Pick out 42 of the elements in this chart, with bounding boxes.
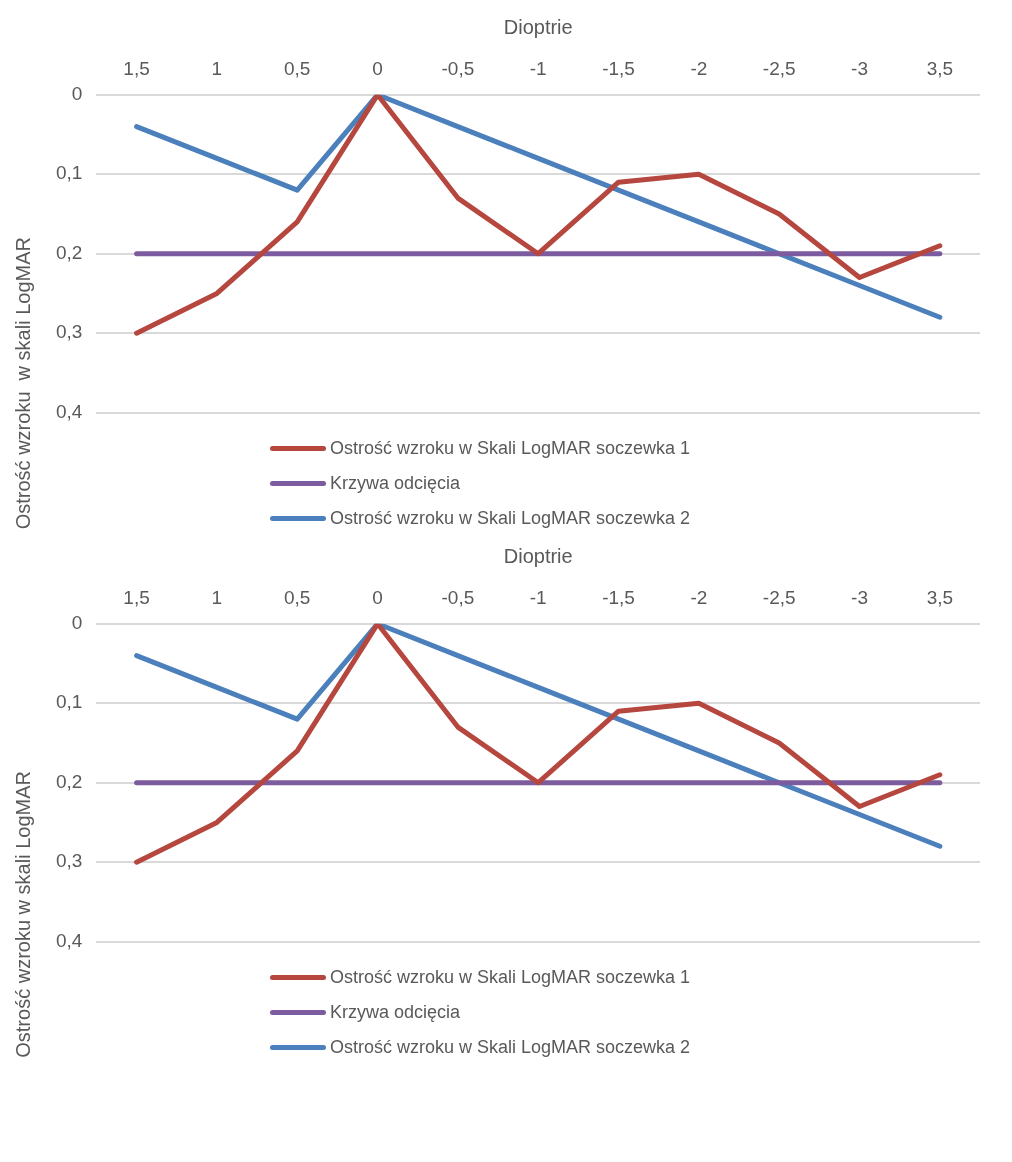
- x-tick-label: -2,5: [762, 57, 796, 79]
- legend-label: Ostrość wzroku w Skali LogMAR soczewka 2: [330, 1037, 691, 1058]
- y-tick-label: 0: [71, 612, 83, 634]
- x-tick-label: 3,5: [926, 57, 954, 79]
- y-tick-label: 0,3: [55, 850, 83, 872]
- x-tick-label: -2: [690, 586, 708, 608]
- y-axis-title: Ostrość wzroku w skali LogMAR: [11, 236, 35, 529]
- legend-label: Krzywa odcięcia: [330, 473, 461, 494]
- legend-label: Ostrość wzroku w Skali LogMAR soczewka 2: [330, 508, 691, 529]
- x-tick-label: 1,5: [123, 586, 150, 608]
- x-tick-label: 0: [372, 586, 383, 608]
- y-tick-label: 0,1: [55, 162, 83, 184]
- y-tick-label: 0,1: [55, 691, 83, 713]
- y-axis-title: Ostrość wzroku w skali LogMAR: [11, 771, 35, 1058]
- y-tick-label: 0,2: [55, 241, 83, 263]
- x-tick-label: 0: [372, 57, 383, 79]
- y-tick-label: 0,4: [55, 929, 83, 951]
- y-tick-label: 0: [71, 83, 83, 105]
- x-tick-label: -2: [690, 57, 708, 79]
- legend-label: Ostrość wzroku w Skali LogMAR soczewka 1: [330, 438, 691, 459]
- x-axis-title: Dioptrie: [503, 15, 573, 38]
- legend-label: Ostrość wzroku w Skali LogMAR soczewka 1: [330, 967, 691, 988]
- x-tick-label: -1: [529, 586, 547, 608]
- x-tick-label: -1,5: [602, 586, 635, 608]
- x-tick-label: 0,5: [284, 586, 311, 608]
- x-tick-label: 3,5: [926, 586, 954, 608]
- x-tick-label: -1,5: [602, 57, 635, 79]
- y-tick-label: 0,2: [55, 770, 83, 792]
- x-axis-title: Dioptrie: [503, 544, 573, 567]
- x-tick-label: -3: [851, 586, 868, 608]
- x-tick-label: 0,5: [284, 57, 311, 79]
- y-tick-label: 0,4: [55, 400, 83, 422]
- legend-label: Krzywa odcięcia: [330, 1002, 461, 1023]
- x-tick-label: -0,5: [441, 57, 475, 79]
- x-tick-label: -3: [851, 57, 868, 79]
- x-tick-label: 1: [211, 57, 223, 79]
- x-tick-label: 1,5: [123, 57, 150, 79]
- y-tick-label: 0,3: [55, 321, 83, 343]
- x-tick-label: -1: [529, 57, 547, 79]
- x-tick-label: -0,5: [441, 586, 475, 608]
- x-tick-label: 1: [211, 586, 223, 608]
- x-tick-label: -2,5: [762, 586, 796, 608]
